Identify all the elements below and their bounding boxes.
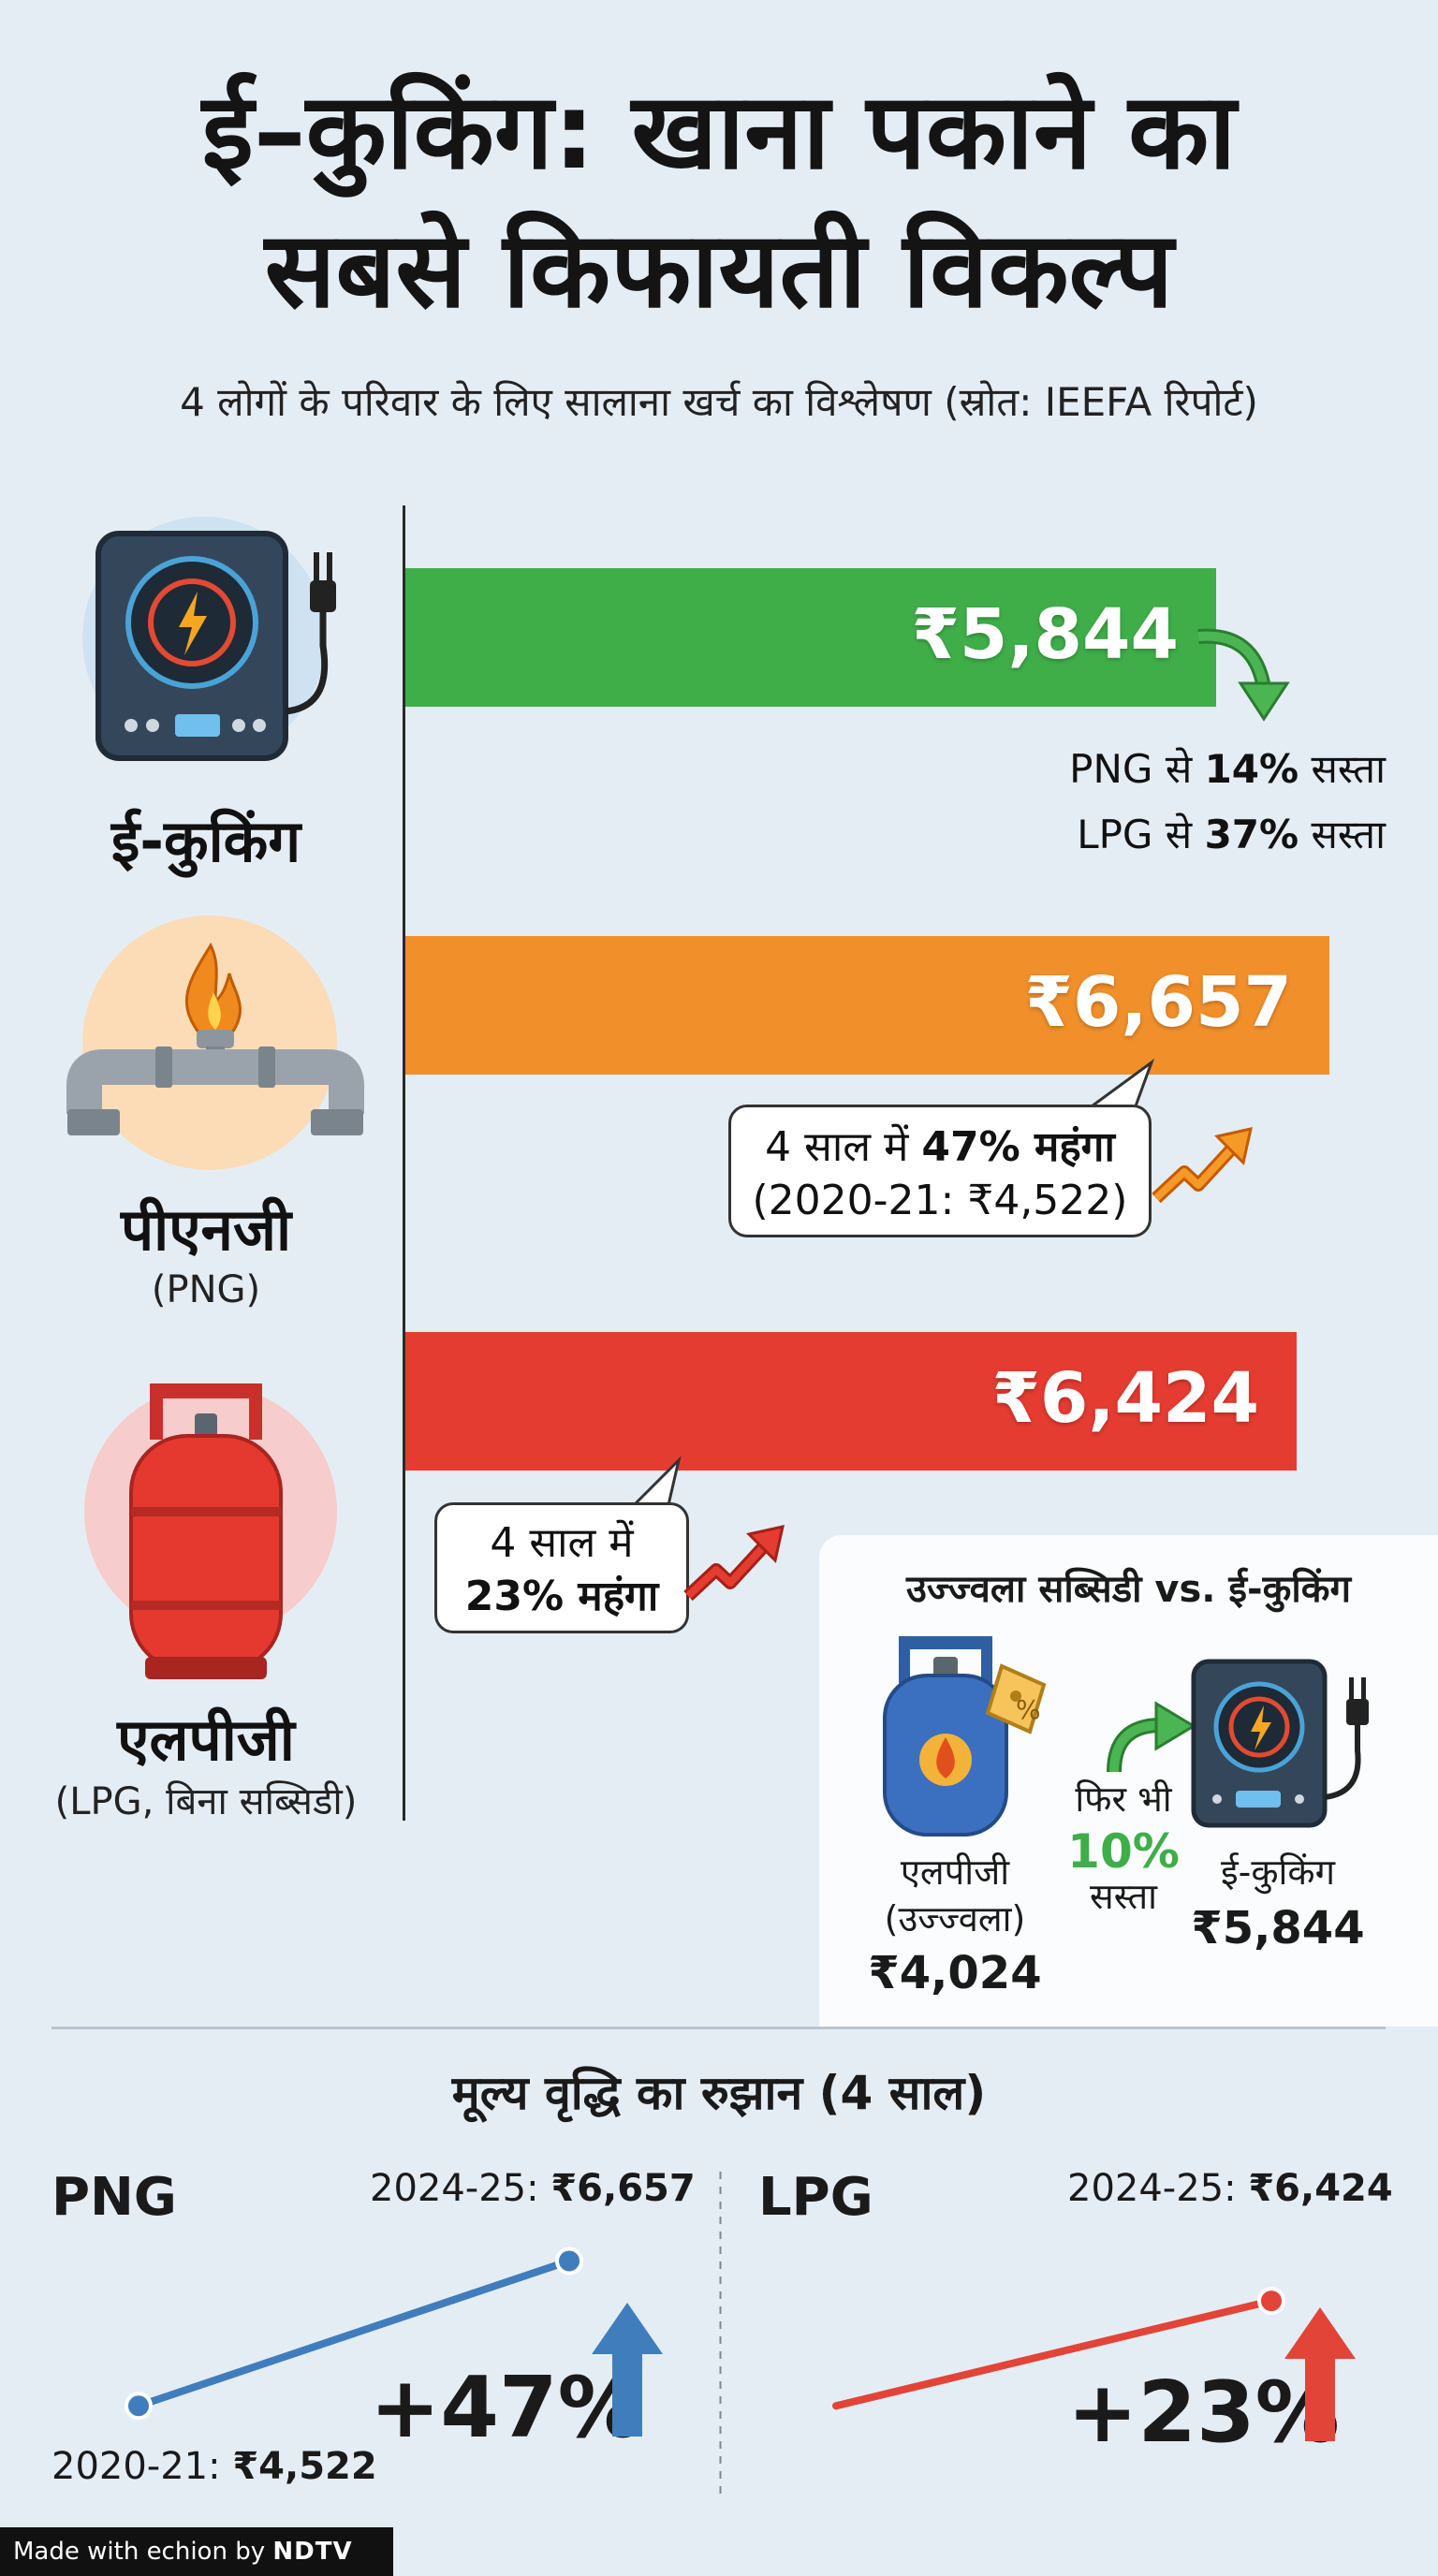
lpg-bubble-line1: 4 साल में [490, 1519, 634, 1567]
png-bubble: 4 साल में 47% महंगा (2020-21: ₹4,522) [728, 1105, 1152, 1237]
png-sublabel: (PNG) [151, 1268, 261, 1311]
ujjwala-lpg-label1: एलपीजी [900, 1852, 1010, 1893]
induction-cooktop-icon [95, 531, 336, 761]
ujjwala-lpg-label2: (उज्ज्वला) [884, 1898, 1026, 1939]
png-bubble-line2: (2020-21: ₹4,522) [752, 1177, 1128, 1225]
trend-up-arrow-red-icon [683, 1525, 785, 1602]
bar-value-lpg: ₹6,424 [991, 1358, 1259, 1439]
lpg-trend-line [832, 2297, 1275, 2410]
ujjwala-ecook-price: ₹5,844 [1191, 1902, 1365, 1954]
ecooking-label: ई-कुकिंग [110, 807, 301, 875]
bar-value-ecooking: ₹5,844 [911, 594, 1179, 675]
title-line-2: सबसे किफायती विकल्प [264, 210, 1174, 331]
lpg-trend-end-label: 2024-25: ₹6,424 [1067, 2167, 1393, 2210]
ujjwala-lpg-price: ₹4,024 [868, 1947, 1042, 1999]
ujjwala-ecook-label: ई-कुकिंग [1221, 1852, 1335, 1893]
ujjwala-cylinder-icon: % [883, 1636, 1047, 1837]
lpg-up-arrow-icon [1284, 2307, 1356, 2441]
lpg-trend-point-end [1257, 2287, 1285, 2316]
png-bubble-tail [1078, 1058, 1155, 1114]
curved-arrow-icon [1107, 1701, 1196, 1773]
png-bubble-line1: 4 साल में 47% महंगा [765, 1123, 1115, 1171]
lpg-bubble-line2: 23% महंगा [464, 1573, 659, 1621]
png-trend-name: PNG [51, 2167, 177, 2228]
down-arrow-icon [1197, 628, 1290, 722]
lpg-label: एलपीजी [117, 1705, 295, 1774]
svg-text:%: % [1016, 1694, 1041, 1725]
png-trend-point-end [555, 2247, 583, 2276]
lpg-trend-name: LPG [758, 2167, 873, 2228]
bar-ecooking [405, 568, 1216, 707]
lpg-trend-pct: +23% [1067, 2364, 1340, 2462]
ujjwala-mid-line3: सस्ता [1090, 1876, 1157, 1917]
png-trend-pct: +47% [370, 2359, 642, 2457]
section-divider [51, 2027, 1386, 2029]
bar-lpg [405, 1332, 1297, 1471]
lpg-sublabel: (LPG, बिना सब्सिडी) [54, 1780, 358, 1823]
lpg-bubble: 4 साल में 23% महंगा [434, 1502, 689, 1633]
footer-brand: Made with echion by NDTV [0, 2527, 393, 2576]
subtitle: 4 लोगों के परिवार के लिए सालाना खर्च का … [180, 379, 1258, 425]
png-trend-line [135, 2257, 573, 2410]
png-trend-start-label: 2020-21: ₹4,522 [51, 2445, 377, 2488]
png-up-arrow-icon [592, 2303, 663, 2437]
png-trend-point-start [125, 2392, 153, 2421]
ecooking-note-lpg: LPG से 37% सस्ता [1077, 812, 1386, 857]
ujjwala-title: उज्ज्वला सब्सिडी vs. ई-कुकिंग [906, 1568, 1351, 1611]
ujjwala-mid-line1: फिर भी [1075, 1778, 1172, 1820]
trend-title: मूल्य वृद्धि का रुझान (4 साल) [451, 2066, 987, 2120]
trend-up-arrow-icon [1152, 1127, 1253, 1204]
png-trend-end-label: 2024-25: ₹6,657 [370, 2167, 696, 2210]
ecooking-note-png: PNG से 14% सस्ता [1069, 746, 1386, 792]
bar-value-png: ₹6,657 [1024, 962, 1292, 1043]
lpg-cylinder-icon [129, 1383, 283, 1679]
title-line-1: ई–कुकिंग: खाना पकाने का [201, 71, 1237, 193]
png-label: पीएनजी [120, 1195, 292, 1264]
ujjwala-mid-pct: 10% [1067, 1824, 1180, 1879]
bar-png [405, 936, 1329, 1075]
chart-axis [403, 505, 405, 1821]
ujjwala-induction-icon [1191, 1659, 1369, 1828]
gas-pipe-flame-icon [66, 942, 364, 1135]
